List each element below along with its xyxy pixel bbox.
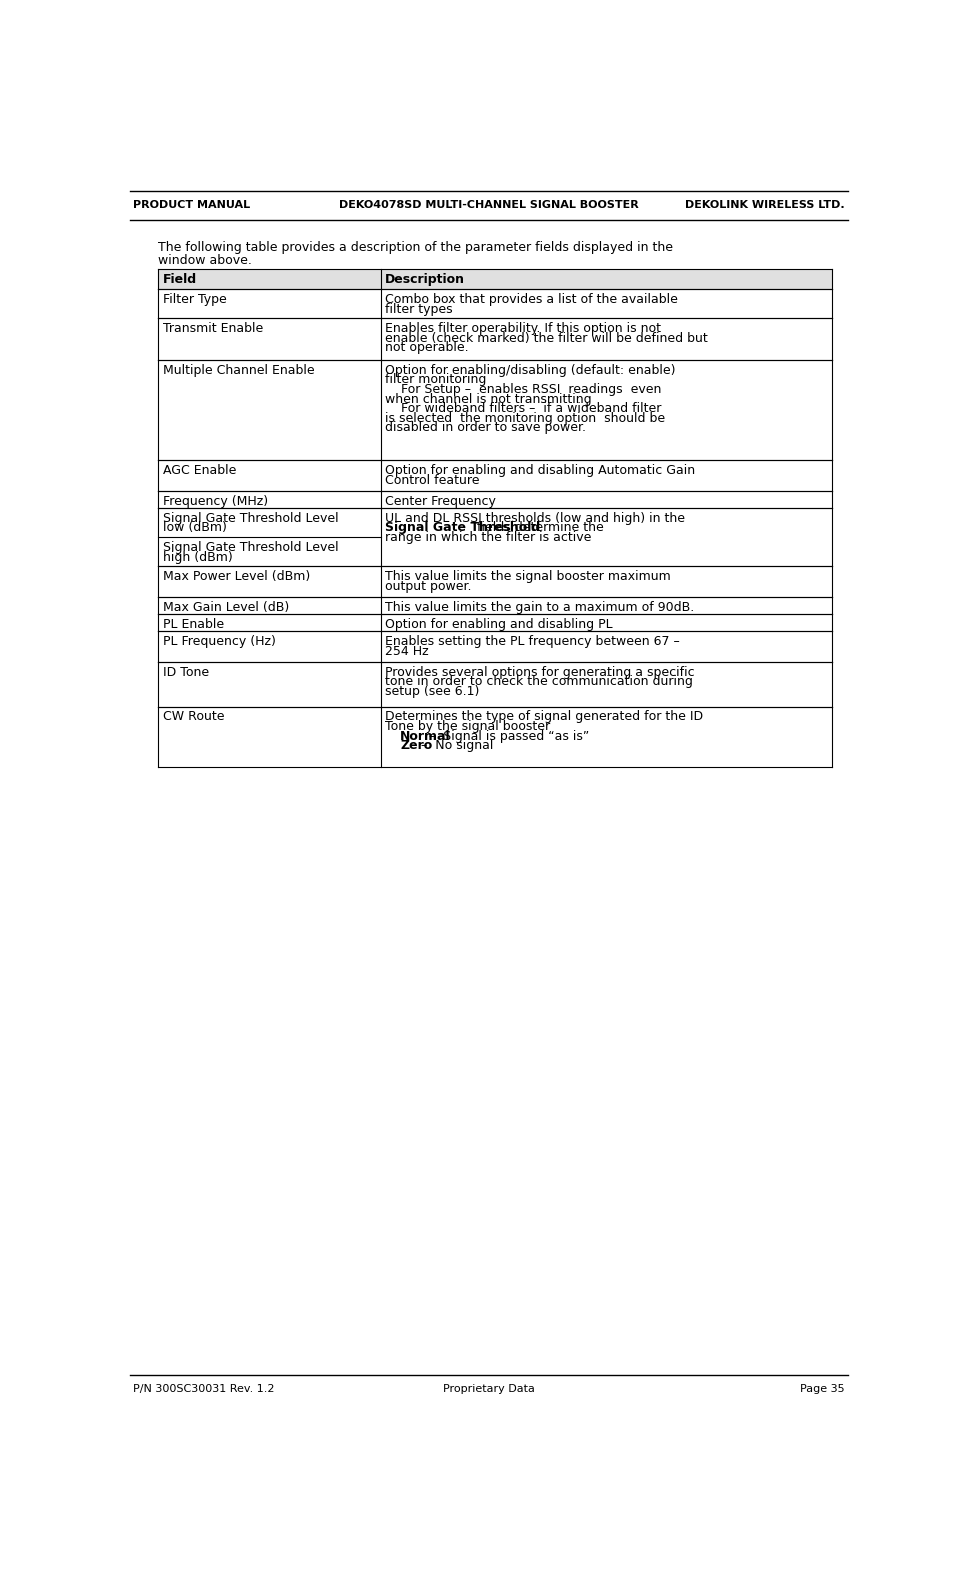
Text: Determines the type of signal generated for the ID: Determines the type of signal generated … (385, 711, 702, 723)
Text: disabled in order to save power.: disabled in order to save power. (385, 421, 585, 435)
Text: DEKO4078SD MULTI-CHANNEL SIGNAL BOOSTER: DEKO4078SD MULTI-CHANNEL SIGNAL BOOSTER (338, 200, 639, 210)
Text: Signal Gate Threshold Level: Signal Gate Threshold Level (162, 512, 338, 525)
Text: UL and DL RSSI thresholds (low and high) in the: UL and DL RSSI thresholds (low and high)… (385, 512, 684, 525)
Text: DEKOLINK WIRELESS LTD.: DEKOLINK WIRELESS LTD. (684, 200, 843, 210)
Text: PL Frequency (Hz): PL Frequency (Hz) (162, 635, 275, 648)
Text: –  No signal: – No signal (416, 739, 493, 752)
Text: Combo box that provides a list of the available: Combo box that provides a list of the av… (385, 293, 678, 306)
Text: fields determine the: fields determine the (473, 522, 603, 534)
Text: P/N 300SC30031 Rev. 1.2: P/N 300SC30031 Rev. 1.2 (133, 1384, 274, 1393)
Text: Page 35: Page 35 (800, 1384, 843, 1393)
Text: This value limits the signal booster maximum: This value limits the signal booster max… (385, 571, 670, 583)
Text: Field: Field (162, 273, 196, 287)
Text: range in which the filter is active: range in which the filter is active (385, 531, 591, 544)
Text: Center Frequency: Center Frequency (385, 495, 496, 507)
Text: window above.: window above. (158, 254, 252, 266)
Text: 254 Hz: 254 Hz (385, 645, 428, 657)
Text: Zero: Zero (400, 739, 432, 752)
Text: Tone by the signal booster: Tone by the signal booster (385, 720, 550, 733)
Text: ID Tone: ID Tone (162, 665, 209, 679)
Text: Description: Description (385, 273, 465, 287)
Text: is selected  the monitoring option  should be: is selected the monitoring option should… (385, 411, 664, 424)
Text: PL Enable: PL Enable (162, 618, 224, 630)
Text: Proprietary Data: Proprietary Data (442, 1384, 535, 1393)
Text: This value limits the gain to a maximum of 90dB.: This value limits the gain to a maximum … (385, 600, 694, 615)
Text: Normal: Normal (400, 730, 451, 742)
Text: Enables filter operability. If this option is not: Enables filter operability. If this opti… (385, 323, 660, 336)
Text: AGC Enable: AGC Enable (162, 463, 235, 478)
Text: high (dBm): high (dBm) (162, 550, 233, 564)
Text: tone in order to check the communication during: tone in order to check the communication… (385, 675, 692, 689)
Text: output power.: output power. (385, 580, 471, 593)
Text: Provides several options for generating a specific: Provides several options for generating … (385, 665, 694, 679)
Text: For wideband filters –  if a wideband filter: For wideband filters – if a wideband fil… (385, 402, 660, 414)
Text: Option for enabling and disabling PL: Option for enabling and disabling PL (385, 618, 612, 630)
Text: when channel is not transmitting: when channel is not transmitting (385, 392, 591, 405)
Text: Option for enabling and disabling Automatic Gain: Option for enabling and disabling Automa… (385, 463, 695, 478)
Text: PRODUCT MANUAL: PRODUCT MANUAL (133, 200, 250, 210)
Text: Signal Gate Threshold: Signal Gate Threshold (385, 522, 539, 534)
Text: Signal Gate Threshold Level: Signal Gate Threshold Level (162, 541, 338, 555)
Text: setup (see 6.1): setup (see 6.1) (385, 686, 479, 698)
Text: filter monitoring: filter monitoring (385, 374, 486, 386)
Text: Option for enabling/disabling (default: enable): Option for enabling/disabling (default: … (385, 364, 675, 377)
Bar (158, 269, 831, 290)
Text: Max Power Level (dBm): Max Power Level (dBm) (162, 571, 310, 583)
Text: Filter Type: Filter Type (162, 293, 226, 306)
Text: Max Gain Level (dB): Max Gain Level (dB) (162, 600, 289, 615)
Text: For Setup –  enables RSSI  readings  even: For Setup – enables RSSI readings even (385, 383, 660, 396)
Text: filter types: filter types (385, 303, 453, 315)
Text: –  Signal is passed “as is”: – Signal is passed “as is” (425, 730, 589, 742)
Text: Control feature: Control feature (385, 473, 479, 487)
Text: low (dBm): low (dBm) (162, 522, 226, 534)
Text: Frequency (MHz): Frequency (MHz) (162, 495, 268, 507)
Text: Multiple Channel Enable: Multiple Channel Enable (162, 364, 314, 377)
Text: Transmit Enable: Transmit Enable (162, 323, 263, 336)
Text: The following table provides a description of the parameter fields displayed in : The following table provides a descripti… (158, 241, 672, 254)
Text: not operable.: not operable. (385, 342, 468, 355)
Text: enable (check marked) the filter will be defined but: enable (check marked) the filter will be… (385, 333, 707, 345)
Text: Enables setting the PL frequency between 67 –: Enables setting the PL frequency between… (385, 635, 679, 648)
Text: CW Route: CW Route (162, 711, 224, 723)
